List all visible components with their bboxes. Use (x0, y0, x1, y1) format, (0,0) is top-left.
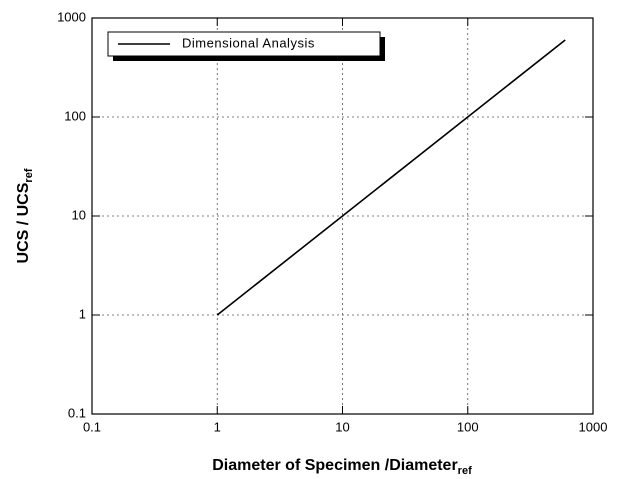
x-axis-title-sub: ref (458, 465, 472, 477)
x-tick-label: 0.1 (83, 419, 101, 434)
plot-frame (91, 17, 594, 415)
y-tick-label: 1 (79, 306, 86, 321)
y-tick-label: 0.1 (68, 405, 86, 420)
y-axis-title: UCS / UCSref (15, 168, 35, 263)
x-tick-label: 100 (457, 419, 479, 434)
x-tick-label: 1000 (579, 419, 608, 434)
y-axis-title-text: UCS / UCS (15, 182, 32, 263)
legend-label: Dimensional Analysis (182, 35, 315, 50)
x-tick-label: 1 (214, 419, 221, 434)
y-tick-label: 10 (72, 207, 86, 222)
x-tick-label: 10 (335, 419, 349, 434)
x-axis-title: Diameter of Specimen /Diameterref (212, 457, 472, 477)
y-tick-label: 1000 (57, 9, 86, 24)
data-line (216, 39, 566, 316)
y-axis-title-sub: ref (23, 168, 35, 182)
x-axis-title-text: Diameter of Specimen /Diameter (212, 457, 457, 474)
legend-box (107, 31, 381, 57)
y-tick-label: 100 (64, 108, 86, 123)
